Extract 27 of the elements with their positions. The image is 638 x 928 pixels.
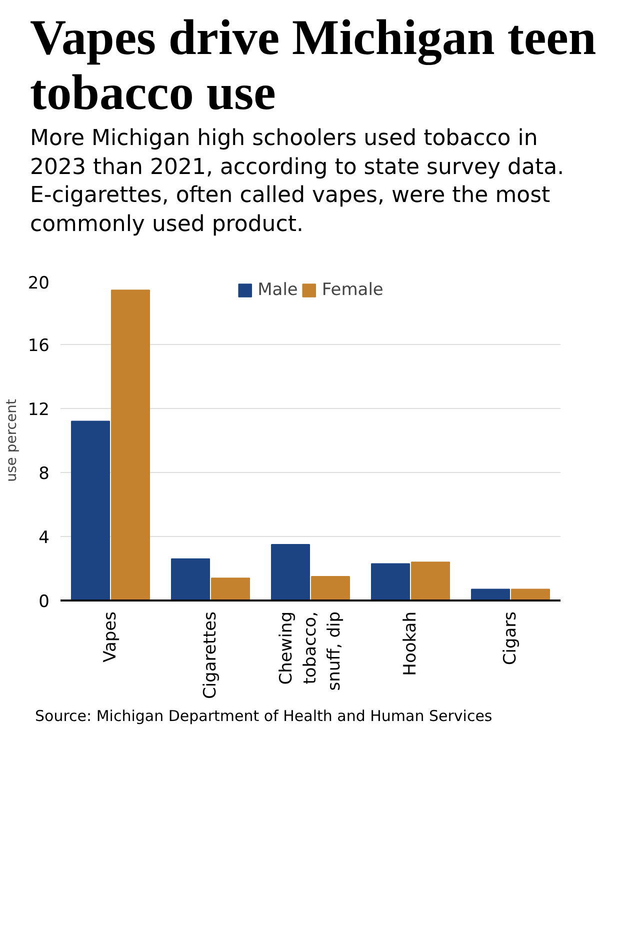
y-tick-label: 20: [28, 274, 50, 294]
bar: [211, 578, 250, 600]
x-tick-label: Cigarettes: [200, 611, 220, 700]
x-tick-label: Hookah: [400, 611, 420, 676]
bar: [371, 563, 410, 600]
y-axis-title: use percent: [4, 398, 20, 482]
chart-title: Vapes drive Michigan teen tobacco use: [30, 9, 598, 120]
chart-subtitle: More Michigan high schoolers used tobacco in 2023 than 2021, according to state survey data. E-cigarettes, often called vapes, were the most commonly used product.: [30, 125, 566, 239]
bar: [71, 420, 110, 600]
x-tick-label: Chewing tobacco, snuff, dip: [276, 611, 344, 691]
y-tick-label: 16: [28, 336, 50, 356]
bar: [511, 588, 550, 600]
bar: [171, 558, 210, 600]
y-tick-label: 8: [38, 464, 50, 484]
bar: [271, 544, 310, 600]
bar: [471, 588, 510, 600]
bar: [411, 562, 450, 600]
x-tick-label: Vapes: [100, 611, 120, 662]
source-note: Source: Michigan Department of Health and Human Services: [35, 706, 492, 727]
y-tick-label: 4: [38, 528, 50, 548]
legend-label: Male: [258, 280, 298, 300]
legend-label: Female: [322, 280, 384, 300]
bar: [311, 576, 350, 600]
bar: [111, 290, 150, 600]
y-tick-label: 12: [28, 400, 50, 420]
y-tick-label: 0: [38, 592, 50, 612]
x-tick-label: Cigars: [500, 611, 520, 666]
